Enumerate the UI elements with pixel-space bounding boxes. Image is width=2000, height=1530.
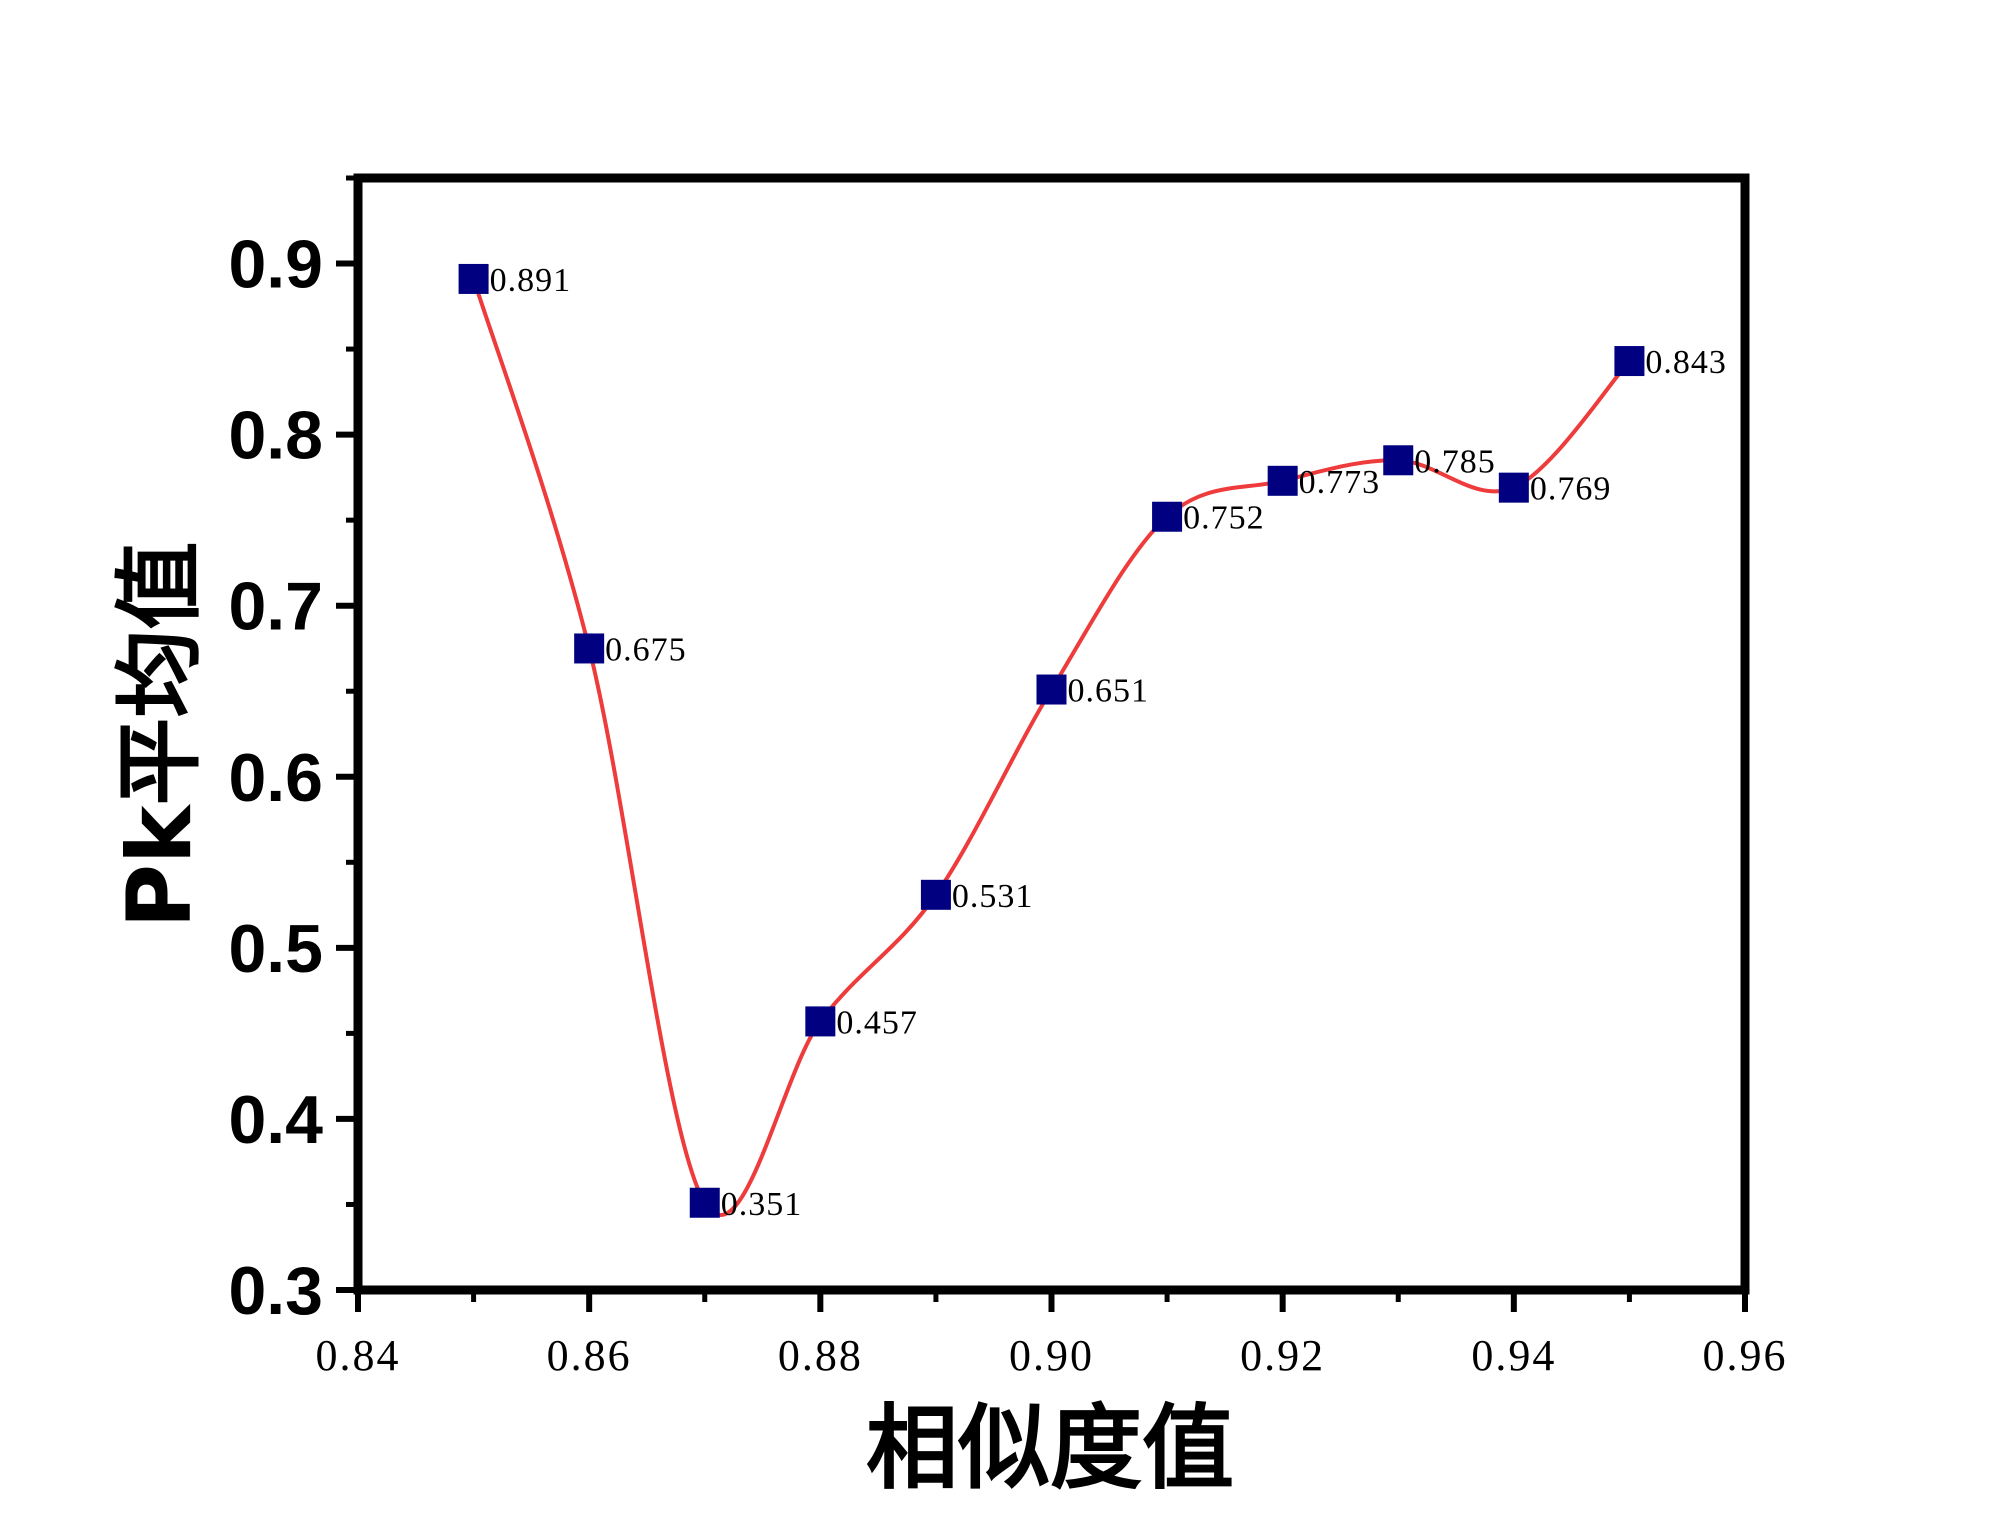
y-tick-label: 0.3 xyxy=(228,1253,323,1329)
data-point-marker xyxy=(920,879,951,910)
x-tick-label: 0.88 xyxy=(778,1331,863,1380)
x-tick-label: 0.94 xyxy=(1471,1331,1556,1380)
data-label: 0.457 xyxy=(836,1004,918,1041)
y-tick-label: 0.5 xyxy=(228,911,323,987)
data-point-marker xyxy=(1614,346,1645,377)
data-label: 0.351 xyxy=(721,1186,803,1223)
data-label: 0.752 xyxy=(1183,500,1265,537)
x-tick-label: 0.96 xyxy=(1703,1331,1788,1380)
data-label: 0.891 xyxy=(490,262,572,299)
y-axis-title: Pk平均值 xyxy=(108,541,211,928)
data-label: 0.675 xyxy=(605,631,687,668)
y-tick-label: 0.6 xyxy=(228,740,323,816)
data-point-marker xyxy=(805,1006,836,1037)
data-label: 0.769 xyxy=(1530,471,1612,508)
data-point-marker xyxy=(1036,674,1067,705)
data-point-marker xyxy=(574,633,605,664)
y-tick-label: 0.7 xyxy=(228,569,323,645)
y-tick-label: 0.4 xyxy=(228,1082,323,1158)
x-tick-label: 0.86 xyxy=(547,1331,632,1380)
data-point-marker xyxy=(1267,465,1298,496)
data-label: 0.651 xyxy=(1068,673,1150,710)
data-point-marker xyxy=(1383,445,1414,476)
data-label: 0.843 xyxy=(1645,344,1727,381)
y-tick-label: 0.9 xyxy=(228,227,323,303)
axes: 0.3 0.4 0.5 0.6 0.7 0.8 0.9 0.84 0.86 0.88 0.90 0.9… xyxy=(228,173,1788,1380)
series-markers-layer xyxy=(458,263,1645,1218)
data-label: 0.773 xyxy=(1299,464,1381,501)
data-labels-layer: 0.891 0.675 0.351 0.457 0.531 0.651 0.752 0.773… xyxy=(490,262,1727,1223)
data-point-marker xyxy=(1498,472,1529,503)
x-tick-label: 0.92 xyxy=(1240,1331,1325,1380)
data-point-marker xyxy=(1152,501,1183,532)
data-label: 0.531 xyxy=(952,878,1034,915)
data-label: 0.785 xyxy=(1414,443,1496,480)
data-point-marker xyxy=(458,263,489,294)
y-tick-label: 0.8 xyxy=(228,398,323,474)
x-axis-title: 相似度值 xyxy=(866,1394,1234,1502)
data-point-marker xyxy=(689,1187,720,1218)
x-tick-label: 0.84 xyxy=(316,1331,401,1380)
x-tick-label: 0.90 xyxy=(1009,1331,1094,1380)
